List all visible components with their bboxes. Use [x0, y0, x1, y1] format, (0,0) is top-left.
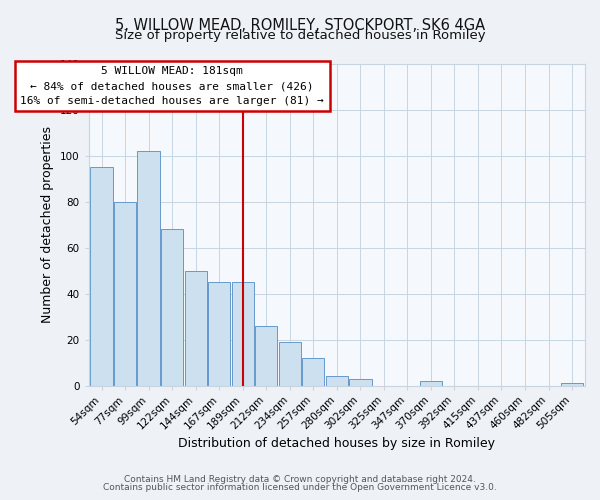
Bar [255, 326, 277, 386]
Bar [561, 384, 583, 386]
Bar [349, 378, 371, 386]
Text: Contains public sector information licensed under the Open Government Licence v3: Contains public sector information licen… [103, 484, 497, 492]
Text: 5 WILLOW MEAD: 181sqm
← 84% of detached houses are smaller (426)
16% of semi-det: 5 WILLOW MEAD: 181sqm ← 84% of detached … [20, 66, 324, 106]
Bar [326, 376, 348, 386]
Bar [91, 168, 113, 386]
Bar [420, 381, 442, 386]
Bar [232, 282, 254, 386]
Bar [185, 270, 207, 386]
Bar [208, 282, 230, 386]
Y-axis label: Number of detached properties: Number of detached properties [41, 126, 55, 324]
Text: Contains HM Land Registry data © Crown copyright and database right 2024.: Contains HM Land Registry data © Crown c… [124, 475, 476, 484]
Text: 5, WILLOW MEAD, ROMILEY, STOCKPORT, SK6 4GA: 5, WILLOW MEAD, ROMILEY, STOCKPORT, SK6 … [115, 18, 485, 32]
X-axis label: Distribution of detached houses by size in Romiley: Distribution of detached houses by size … [178, 437, 496, 450]
Bar [302, 358, 325, 386]
Bar [161, 230, 184, 386]
Bar [114, 202, 136, 386]
Bar [137, 152, 160, 386]
Bar [278, 342, 301, 386]
Text: Size of property relative to detached houses in Romiley: Size of property relative to detached ho… [115, 29, 485, 42]
